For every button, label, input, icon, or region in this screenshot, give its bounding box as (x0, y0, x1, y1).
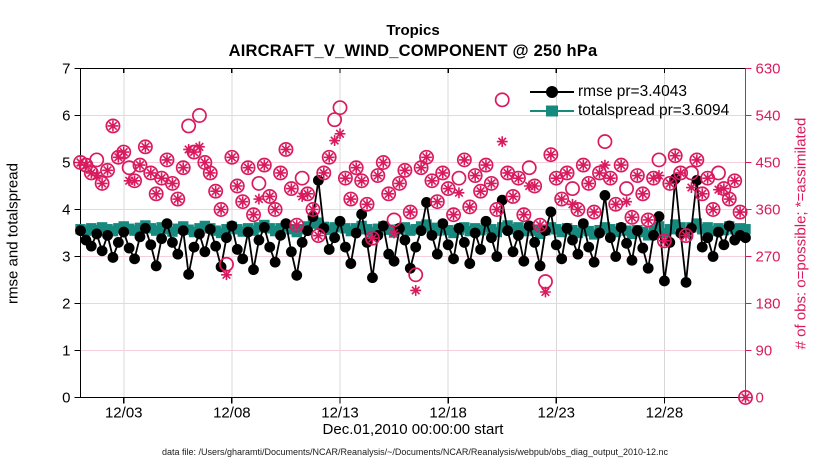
tick-label: 0 (756, 390, 764, 407)
tick-label: 2 (62, 296, 70, 313)
legend-label-rmse: rmse pr=3.4043 (578, 82, 687, 100)
tick-label: 0 (62, 390, 70, 407)
tick-label: 3 (62, 249, 70, 266)
tick-label: 12/13 (321, 405, 359, 422)
tick-label: 12/03 (105, 405, 143, 422)
tick-label: 630 (756, 61, 781, 78)
tick-labels: 0 1 2 3 4 5 6 7 0 90 180 270 360 450 540 630 12/03 12/08 1… (62, 61, 780, 422)
right-axis-label: # of obs: o=possible; *=assimilated (792, 117, 810, 350)
possible-obs-markers (73, 92, 753, 405)
assimilated-obs-markers (75, 120, 751, 403)
plot-subtitle: AIRCRAFT_V_WIND_COMPONENT @ 250 hPa (228, 42, 598, 60)
tick-label: 12/23 (537, 405, 575, 422)
tick-label: 450 (756, 155, 781, 172)
legend-item-rmse: rmse pr=3.4043 (529, 82, 729, 101)
plot-title: Tropics (386, 22, 440, 39)
tick-label: 12/18 (429, 405, 467, 422)
rmse-line-circle-icon (530, 85, 574, 98)
tick-label: 5 (62, 155, 70, 172)
left-axis-label: rmse and totalspread (4, 163, 22, 304)
rmse-series (75, 173, 751, 288)
totalspread-line-square-icon (530, 105, 574, 116)
legend-item-totalspread: totalspread pr=3.6094 (529, 101, 729, 120)
tick-label: 4 (62, 202, 70, 219)
legend-label-totalspread: totalspread pr=3.6094 (578, 101, 730, 119)
tick-label: 7 (62, 61, 70, 78)
tick-label: 6 (62, 108, 70, 125)
tick-label: 360 (756, 202, 781, 219)
tick-label: 180 (756, 296, 781, 313)
tick-label: 90 (756, 343, 773, 360)
x-axis-label: Dec.01,2010 00:00:00 start (322, 421, 504, 438)
legend: rmse pr=3.4043 totalspread pr=3.6094 (529, 82, 729, 120)
data-file-path: data file: /Users/gharamti/Documents/NCA… (161, 447, 668, 457)
tick-label: 540 (756, 108, 781, 125)
tick-label: 1 (62, 343, 70, 360)
tick-label: 12/28 (646, 405, 684, 422)
tick-label: 270 (756, 249, 781, 266)
tick-label: 12/08 (213, 405, 251, 422)
